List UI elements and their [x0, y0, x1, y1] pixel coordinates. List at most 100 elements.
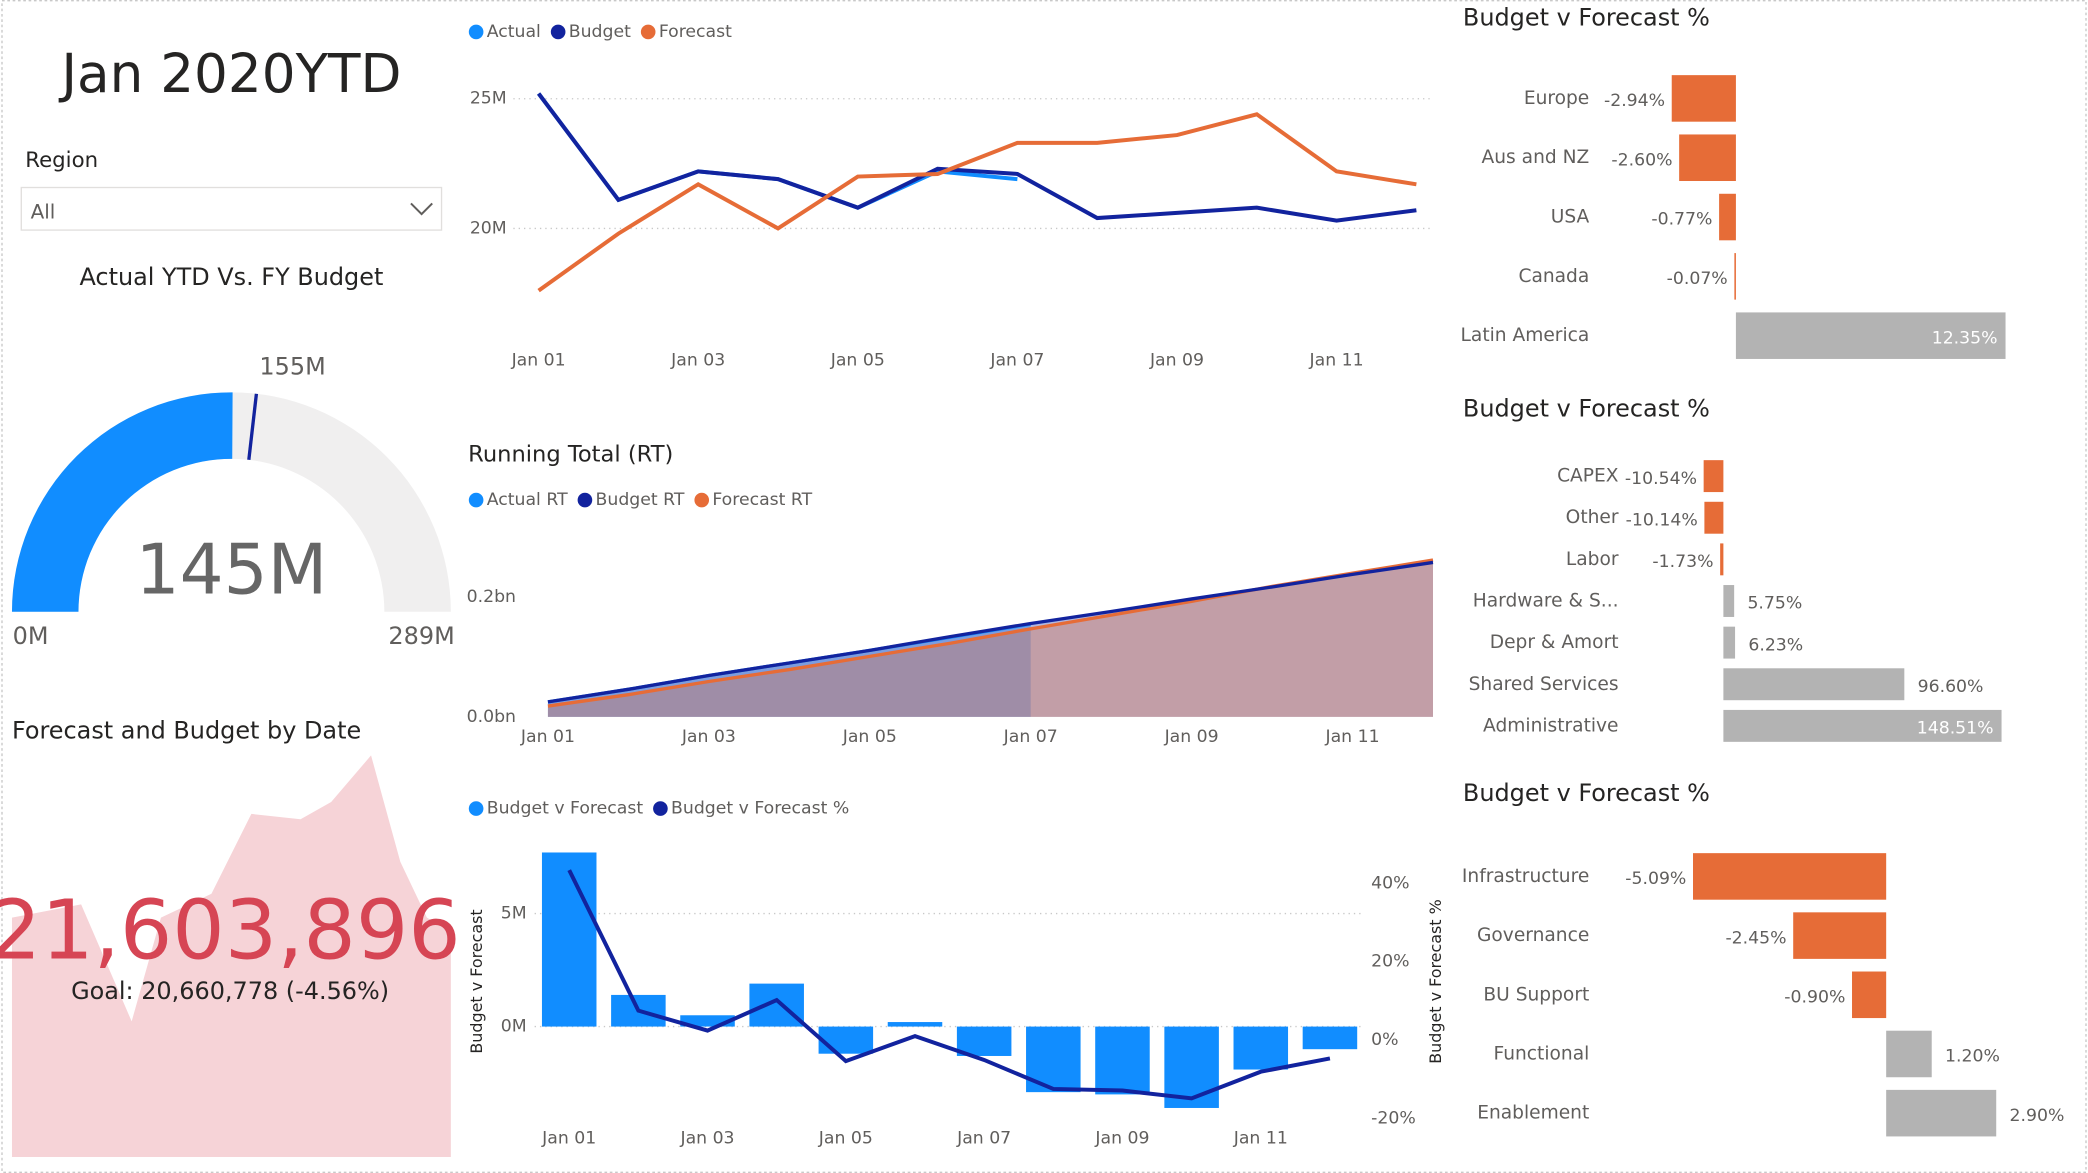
- value-label: -1.73%: [1652, 552, 1713, 572]
- legend-label: Budget: [569, 22, 631, 42]
- gauge-value-label: 145M: [136, 531, 328, 611]
- value-label: -10.14%: [1626, 510, 1698, 530]
- bar: [956, 1026, 1012, 1056]
- category-label: Enablement: [1477, 1103, 1589, 1124]
- value-label: -2.94%: [1604, 91, 1665, 111]
- x-tick-label: Jan 01: [511, 350, 566, 370]
- legend-marker: [550, 24, 566, 40]
- gauge-target: [247, 393, 259, 461]
- bar: [1704, 501, 1724, 534]
- bar: [1302, 1026, 1358, 1050]
- legend-marker: [468, 24, 484, 40]
- y2-axis-title: Budget v Forecast %: [1426, 899, 1445, 1064]
- x-tick-label: Jan 07: [1003, 727, 1058, 747]
- x-tick-label: Jan 03: [670, 350, 725, 370]
- legend-marker: [577, 492, 593, 508]
- y-tick-label: 0M: [501, 1017, 527, 1037]
- chart-title: Budget v Forecast %: [1463, 395, 1710, 423]
- value-label: -5.09%: [1625, 869, 1686, 889]
- bar: [1723, 709, 2002, 742]
- x-tick-label: Jan 07: [989, 350, 1044, 370]
- chart-title: Budget v Forecast %: [1463, 779, 1710, 807]
- x-tick-label: Jan 05: [842, 727, 897, 747]
- y-tick-label: 25M: [470, 89, 507, 109]
- category-label: CAPEX: [1557, 466, 1619, 487]
- chart-title: Running Total (RT): [468, 441, 673, 467]
- bar: [1886, 1030, 1932, 1078]
- bar: [818, 1026, 874, 1054]
- value-label: -0.77%: [1651, 210, 1712, 230]
- legend-marker: [468, 492, 484, 508]
- x-tick-label: Jan 09: [1149, 350, 1204, 370]
- kpi-title: Forecast and Budget by Date: [12, 716, 361, 744]
- category-label: Hardware & S...: [1473, 590, 1619, 611]
- bar: [1723, 668, 1905, 701]
- x-tick-label: Jan 05: [830, 350, 885, 370]
- legend-marker: [640, 24, 656, 40]
- value-label: -0.90%: [1784, 987, 1845, 1007]
- category-label: Aus and NZ: [1482, 147, 1590, 168]
- legend-label: Budget RT: [596, 490, 685, 510]
- legend-label: Actual: [487, 22, 541, 42]
- x-tick-label: Jan 03: [679, 1128, 734, 1148]
- value-label: 96.60%: [1918, 677, 1984, 697]
- gauge-title: Actual YTD Vs. FY Budget: [79, 263, 383, 291]
- x-tick-label: Jan 03: [681, 727, 736, 747]
- bar: [1852, 971, 1887, 1019]
- category-label: Europe: [1524, 88, 1589, 109]
- bar: [680, 1015, 735, 1027]
- gauge-max-label: 289M: [388, 622, 454, 650]
- bar: [1793, 912, 1887, 959]
- bar: [1719, 193, 1736, 241]
- value-label: 5.75%: [1747, 594, 1802, 614]
- x-tick-label: Jan 05: [818, 1128, 873, 1148]
- bar: [1693, 853, 1887, 900]
- y-axis-title: Budget v Forecast: [467, 909, 486, 1053]
- category-label: Depr & Amort: [1490, 632, 1619, 653]
- gauge-min-label: 0M: [13, 622, 49, 650]
- x-tick-label: Jan 09: [1164, 727, 1219, 747]
- bar: [1886, 1089, 1997, 1137]
- value-label: -0.07%: [1667, 269, 1728, 289]
- bar: [1735, 312, 2006, 359]
- bar: [1233, 1026, 1289, 1070]
- bar: [1720, 543, 1724, 576]
- legend-marker: [468, 801, 484, 816]
- y-tick-label: 5M: [501, 904, 527, 924]
- kpi-value: 21,603,896: [0, 883, 461, 979]
- y-tick-label: 0.0bn: [467, 707, 516, 727]
- legend-label: Budget v Forecast: [487, 799, 644, 819]
- value-label: -10.54%: [1625, 469, 1697, 489]
- y-tick-label: 20M: [470, 218, 507, 238]
- value-label: 12.35%: [1932, 328, 1998, 348]
- x-tick-label: Jan 11: [1233, 1128, 1288, 1148]
- slicer-chevron[interactable]: [410, 202, 433, 216]
- legend-marker: [694, 492, 710, 508]
- line-series: [567, 869, 1331, 1101]
- value-label: 2.90%: [2010, 1106, 2065, 1126]
- line-series: [537, 112, 1417, 293]
- category-label: Canada: [1518, 266, 1589, 287]
- bar: [1723, 626, 1736, 659]
- y-tick-label: 20%: [1371, 952, 1409, 972]
- y-tick-label: 0.2bn: [467, 587, 516, 607]
- slicer-box[interactable]: [20, 186, 443, 231]
- value-label: 148.51%: [1917, 719, 1994, 739]
- y-tick-label: 40%: [1371, 873, 1409, 893]
- legend-label: Budget v Forecast %: [671, 799, 849, 819]
- slicer-label: Region: [25, 148, 98, 173]
- category-label: USA: [1551, 207, 1590, 228]
- legend-marker: [653, 801, 668, 816]
- kpi-goal: Goal: 20,660,778 (-4.56%): [71, 977, 389, 1005]
- category-label: Infrastructure: [1462, 866, 1589, 887]
- x-tick-label: Jan 11: [1309, 350, 1364, 370]
- x-tick-label: Jan 11: [1325, 727, 1380, 747]
- line-series: [547, 560, 1434, 704]
- bar: [1679, 134, 1736, 182]
- x-tick-label: Jan 09: [1094, 1128, 1149, 1148]
- slicer-value: All: [31, 199, 56, 223]
- category-label: Latin America: [1461, 325, 1590, 346]
- area-fill: [547, 562, 1434, 717]
